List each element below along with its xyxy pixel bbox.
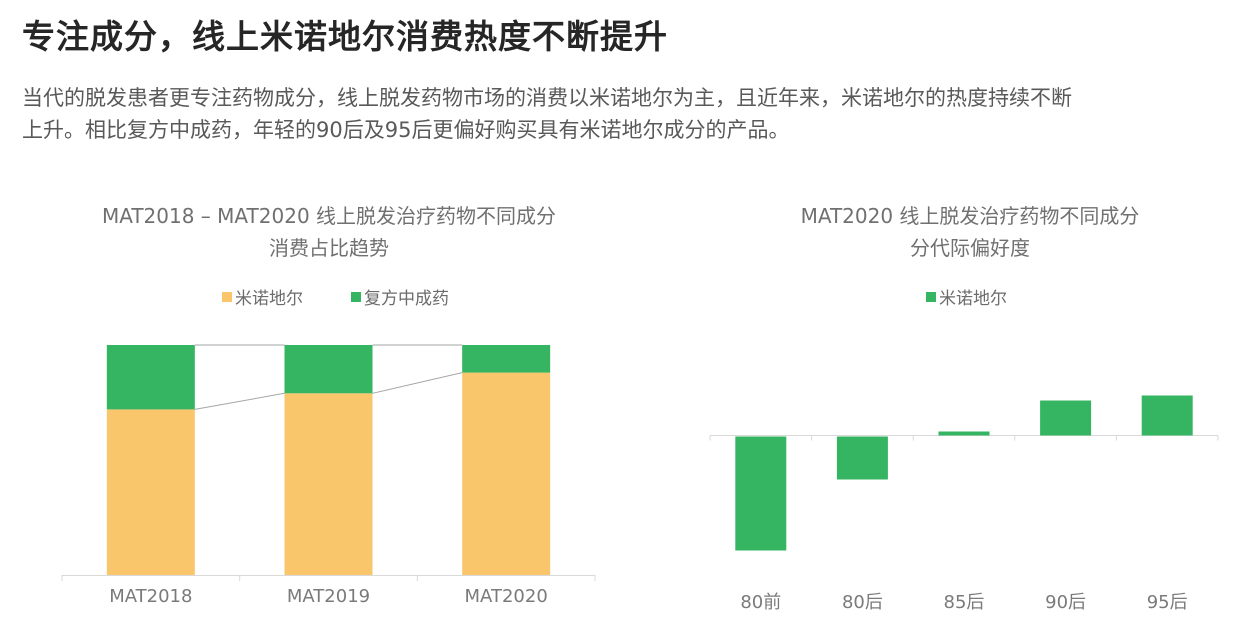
right-chart-title: MAT2020 线上脱发治疗药物不同成分 分代际偏好度 [720,200,1220,264]
right-chart-title-line-1: MAT2020 线上脱发治疗药物不同成分 [800,204,1140,228]
bar-85后 [938,431,990,436]
left-chart-title-line-1: MAT2018 – MAT2020 线上脱发治疗药物不同成分 [101,204,557,228]
series-connector-line [372,372,463,394]
description-line-2: 上升。相比复方中成药，年轻的90后及95后更偏好购买具有米诺地尔成分的产品。 [22,118,790,142]
right-chart-title-line-2: 分代际偏好度 [910,236,1030,260]
legend-swatch-minoxidil-icon [926,291,936,302]
bar-segment-minoxidil [284,393,373,575]
x-axis-label: MAT2020 [464,586,548,607]
x-axis-label: 85后 [943,592,985,613]
page-description: 当代的脱发患者更专注药物成分，线上脱发药物市场的消费以米诺地尔为主，且近年来，米… [22,82,1260,146]
legend-swatch-compound-tcm-icon [351,291,361,302]
x-axis-label: 90后 [1045,592,1087,613]
bar-segment-minoxidil [106,409,195,575]
right-chart-legend: 米诺地尔 [926,284,1007,309]
legend-swatch-minoxidil-icon [222,291,232,302]
bar-segment-compound-tcm [284,345,373,394]
x-axis-label: 80后 [841,592,883,613]
legend-item-minoxidil: 米诺地尔 [926,284,1007,309]
legend-item-minoxidil: 米诺地尔 [222,284,303,309]
page-title: 专注成分，线上米诺地尔消费热度不断提升 [22,17,668,56]
left-chart-legend: 米诺地尔 复方中成药 [222,284,449,309]
description-line-1: 当代的脱发患者更专注药物成分，线上脱发药物市场的消费以米诺地尔为主，且近年来，米… [22,86,1072,110]
bar-segment-minoxidil [462,372,551,575]
x-axis-label: MAT2018 [109,586,193,607]
x-axis-label: 95后 [1146,592,1188,613]
left-chart-title-line-2: 消费占比趋势 [269,236,389,260]
left-chart-title: MAT2018 – MAT2020 线上脱发治疗药物不同成分 消费占比趋势 [30,200,628,264]
bar-95后 [1141,395,1193,436]
x-axis-label: MAT2019 [286,586,371,607]
series-connector-line [194,392,285,410]
legend-label: 米诺地尔 [235,289,303,309]
bar-80后 [836,436,888,480]
bar-90后 [1040,400,1092,436]
legend-label: 复方中成药 [364,289,449,309]
legend-item-compound-tcm: 复方中成药 [351,284,449,309]
legend-label: 米诺地尔 [939,289,1007,309]
bar-80前 [735,436,787,551]
bar-segment-compound-tcm [106,345,195,410]
bar-segment-compound-tcm [462,345,551,373]
x-axis-label: 80前 [740,592,782,613]
